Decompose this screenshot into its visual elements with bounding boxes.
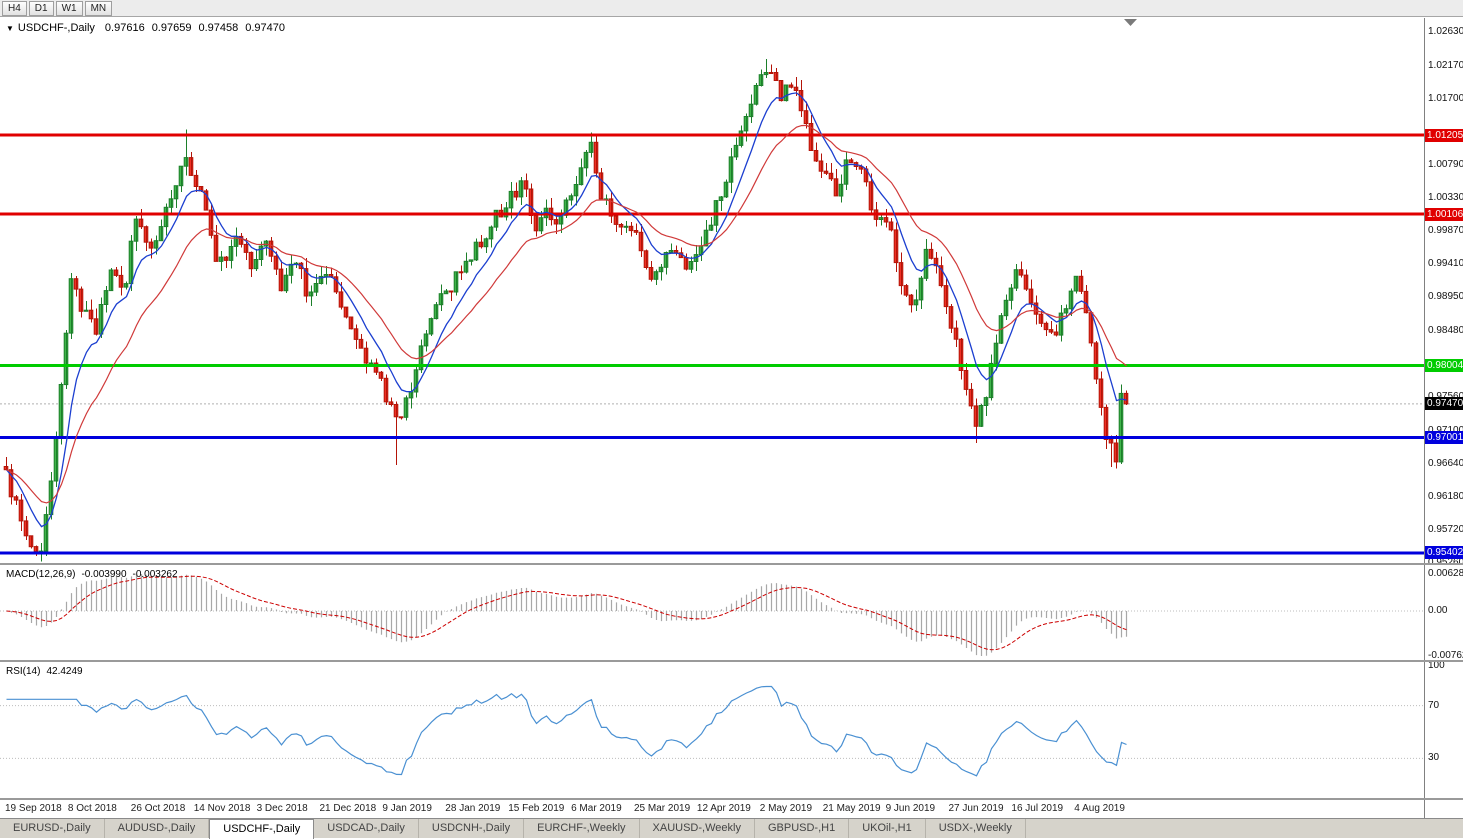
time-axis-label: 9 Jun 2019 <box>885 803 936 814</box>
panel-separator[interactable] <box>0 798 1463 800</box>
macd-histogram <box>10 574 1128 656</box>
time-axis-label: 9 Jan 2019 <box>382 803 432 814</box>
moving-average-fast <box>6 92 1127 528</box>
price-axis-label: 0.98480 <box>1428 325 1463 337</box>
time-axis-label: 26 Oct 2018 <box>130 803 186 814</box>
price-axis-label: 0.95260 <box>1428 557 1463 569</box>
tab-xauusd-weekly[interactable]: XAUUSD-,Weekly <box>640 819 755 838</box>
time-axis-label: 19 Sep 2018 <box>5 803 62 814</box>
rsi-title: RSI(14) <box>6 666 41 677</box>
rsi-indicator-label: RSI(14) 42.4249 <box>6 666 89 677</box>
price-axis-label: 0.95720 <box>1428 523 1463 535</box>
ohlc-close: 0.97470 <box>245 22 285 34</box>
rsi-line <box>6 685 1127 777</box>
price-tag-1.01205[interactable]: 1.01205 <box>1425 128 1463 142</box>
time-axis-label: 21 Dec 2018 <box>319 803 377 814</box>
price-axis-label: 0.96180 <box>1428 490 1463 502</box>
tab-usdcad-daily[interactable]: USDCAD-,Daily <box>314 819 419 838</box>
tab-ukoil-h1[interactable]: UKOil-,H1 <box>849 819 926 838</box>
price-axis-label: 0.98950 <box>1428 291 1463 303</box>
price-axis-label: 0.99870 <box>1428 225 1463 237</box>
price-tag-0.98004[interactable]: 0.98004 <box>1425 358 1463 372</box>
ohlc-open: 0.97616 <box>104 22 145 34</box>
time-axis-label: 27 Jun 2019 <box>948 803 1004 814</box>
chart-expand-icon[interactable]: ▼ <box>6 24 14 33</box>
chart-plot <box>0 19 1424 777</box>
rsi-axis-label: 70 <box>1428 699 1440 711</box>
tab-usdx-weekly[interactable]: USDX-,Weekly <box>926 819 1026 838</box>
chart-canvas[interactable]: ▼ USDCHF-,Daily 0.97616 0.97659 0.97458 0.974… <box>0 18 1424 800</box>
timeframe-button-d1[interactable]: D1 <box>28 0 54 16</box>
price-axis-label: 0.96640 <box>1428 457 1463 469</box>
tab-eurusd-daily[interactable]: EURUSD-,Daily <box>0 819 105 838</box>
price-tag-1.00106[interactable]: 1.00106 <box>1425 207 1463 221</box>
rsi-axis-label: 30 <box>1428 752 1440 764</box>
chart-ohlc-header: ▼ USDCHF-,Daily 0.97616 0.97659 0.97458 0.974… <box>6 22 292 34</box>
timeframe-button-w1[interactable]: W1 <box>55 0 83 16</box>
chart-symbol-period: USDCHF-,Daily <box>17 22 95 34</box>
chart-shift-marker-icon[interactable] <box>1124 19 1137 26</box>
price-axis-label: 0.99410 <box>1428 258 1463 270</box>
timeframe-toolbar: H4 D1 W1 MN <box>0 0 1463 17</box>
candlesticks <box>3 59 1129 562</box>
price-axis-label: 0.97560 <box>1428 391 1463 403</box>
price-tag-0.95402[interactable]: 0.95402 <box>1425 546 1463 560</box>
price-axis-label: 1.02630 <box>1428 26 1463 38</box>
time-axis-label: 15 Feb 2019 <box>508 803 565 814</box>
time-axis-label: 8 Oct 2018 <box>67 803 117 814</box>
moving-average-slow <box>6 124 1127 504</box>
macd-axis-label: 0.006286 <box>1428 568 1463 579</box>
rsi-value: 42.4249 <box>46 666 83 677</box>
timeframe-button-mn[interactable]: MN <box>84 0 113 16</box>
ohlc-high: 0.97659 <box>151 22 192 34</box>
price-axis-label: 1.01700 <box>1428 93 1463 105</box>
timeframe-button-h4[interactable]: H4 <box>2 0 27 16</box>
panel-separator[interactable] <box>0 563 1463 565</box>
tab-eurchf-weekly[interactable]: EURCHF-,Weekly <box>524 819 640 838</box>
macd-axis-label: -0.00762 <box>1428 650 1463 661</box>
time-axis[interactable]: 19 Sep 2018 8 Oct 2018 26 Oct 2018 14 Nov 2… <box>0 800 1424 818</box>
tab-audusd-daily[interactable]: AUDUSD-,Daily <box>105 819 210 838</box>
time-axis-label: 21 May 2019 <box>822 803 881 814</box>
time-axis-label: 28 Jan 2019 <box>445 803 501 814</box>
macd-axis-label: 0.00 <box>1428 605 1448 616</box>
time-axis-label: 12 Apr 2019 <box>696 803 751 814</box>
macd-value-main: -0.003990 <box>81 569 127 580</box>
time-axis-label: 16 Jul 2019 <box>1011 803 1064 814</box>
time-axis-label: 14 Nov 2018 <box>193 803 251 814</box>
tab-usdchf-daily[interactable]: USDCHF-,Daily <box>209 819 315 839</box>
time-axis-label: 25 Mar 2019 <box>634 803 691 814</box>
horizontal-level-lines[interactable] <box>0 133 1424 555</box>
price-axis[interactable]: 1.02630 1.02170 1.01700 1.00790 1.00330 0.998… <box>1424 18 1463 818</box>
chart-tab-bar: EURUSD-,Daily AUDUSD-,Daily USDCHF-,Daily U… <box>0 818 1463 839</box>
price-tag-current: 0.97470 <box>1425 397 1463 411</box>
macd-title: MACD(12,26,9) <box>6 569 76 580</box>
price-axis-label: 1.00330 <box>1428 192 1463 203</box>
time-axis-label: 6 Mar 2019 <box>571 803 622 814</box>
price-axis-label: 1.00790 <box>1428 158 1463 170</box>
tab-gbpusd-h1[interactable]: GBPUSD-,H1 <box>755 819 850 838</box>
macd-indicator-label: MACD(12,26,9) -0.003990 -0.003262 <box>6 569 184 580</box>
panel-separator[interactable] <box>0 660 1463 662</box>
price-axis-label: 0.97100 <box>1428 424 1463 436</box>
time-axis-label: 4 Aug 2019 <box>1074 803 1125 814</box>
time-axis-label: 2 May 2019 <box>759 803 813 814</box>
rsi-axis-label: 100 <box>1428 660 1445 671</box>
price-tag-0.97001[interactable]: 0.97001 <box>1425 431 1463 445</box>
tab-usdcnh-daily[interactable]: USDCNH-,Daily <box>419 819 525 838</box>
macd-value-signal: -0.003262 <box>132 569 178 580</box>
time-axis-label: 3 Dec 2018 <box>256 803 308 814</box>
ohlc-low: 0.97458 <box>198 22 239 34</box>
macd-signal-line <box>6 575 1127 651</box>
price-axis-label: 1.02170 <box>1428 59 1463 71</box>
